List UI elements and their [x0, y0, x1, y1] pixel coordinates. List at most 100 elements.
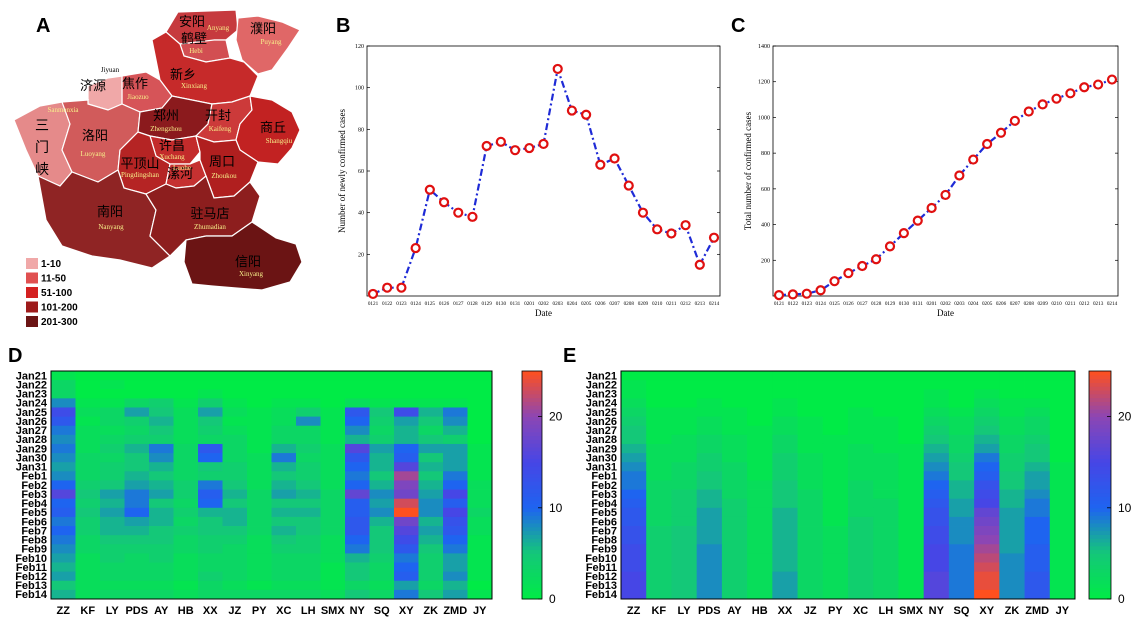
heat-cell: [772, 571, 798, 582]
heat-cell: [149, 571, 174, 582]
colorbar-segment: [522, 595, 542, 600]
heat-cell: [75, 471, 101, 481]
heat-cell: [345, 571, 370, 582]
colorbar-segment: [1089, 504, 1111, 509]
data-point: [898, 228, 909, 239]
heat-cell: [797, 516, 824, 527]
heat-cell: [443, 562, 468, 573]
data-point: [666, 228, 677, 239]
legend-label: 201-300: [41, 317, 78, 328]
heat-cell: [271, 553, 297, 563]
colorbar-segment: [1089, 424, 1111, 429]
colorbar-segment: [1089, 386, 1111, 391]
heat-cell: [51, 516, 76, 527]
colorbar-segment: [522, 431, 542, 437]
heat-cell: [75, 380, 101, 390]
heat-cell: [848, 453, 874, 463]
heat-cell: [247, 453, 272, 463]
colorbar-segment: [1089, 454, 1111, 459]
heat-cell: [124, 498, 150, 509]
heat-cell: [467, 507, 493, 518]
heat-cell: [999, 462, 1025, 472]
column-label: PY: [828, 605, 843, 617]
row-label: Jan31: [16, 462, 47, 474]
heat-cell: [149, 480, 174, 490]
heat-cell: [1024, 398, 1051, 408]
colorbar-tick-label: 10: [549, 501, 563, 515]
heat-cell: [898, 471, 925, 481]
heat-cell: [247, 425, 272, 436]
heat-cell: [797, 489, 824, 500]
heat-cell: [822, 462, 849, 472]
heat-cell: [369, 389, 395, 399]
heat-cell: [923, 480, 950, 490]
heat-cell: [797, 571, 824, 582]
heat-cell: [198, 407, 223, 417]
column-label: SQ: [374, 605, 390, 617]
heat-cell: [621, 507, 647, 518]
heat-cell: [873, 443, 899, 454]
x-tick-label: 0205: [982, 301, 993, 307]
heat-cell: [923, 516, 950, 527]
heat-cell: [747, 443, 773, 454]
plot-frame: [366, 45, 721, 297]
heat-cell: [671, 580, 698, 591]
heat-cell: [198, 398, 223, 408]
heat-cell: [621, 489, 647, 500]
heat-cell: [974, 553, 1000, 563]
heat-cell: [898, 571, 925, 582]
data-point: [829, 276, 840, 287]
heat-cell: [247, 489, 272, 500]
heat-cell: [873, 471, 899, 481]
heat-cell: [51, 580, 76, 591]
column-label: SMX: [321, 605, 346, 617]
heat-cell: [467, 489, 493, 500]
heat-cell: [696, 580, 723, 591]
colorbar-segment: [522, 530, 542, 535]
heat-cell: [974, 589, 1000, 600]
colorbar-segment: [1089, 393, 1111, 399]
heat-cell: [320, 434, 346, 445]
heat-cell: [124, 416, 150, 427]
heat-cell: [100, 589, 125, 600]
colorbar-segment: [522, 511, 542, 516]
heat-cell: [418, 507, 444, 518]
heat-cell: [124, 471, 150, 481]
data-point: [652, 224, 663, 235]
heat-cell: [923, 407, 950, 417]
heat-cell: [124, 544, 150, 554]
heat-cell: [173, 562, 199, 573]
colorbar-tick-label: 10: [1118, 501, 1132, 515]
heat-cell: [271, 480, 297, 490]
heat-cell: [369, 453, 395, 463]
colorbar-segment: [522, 587, 542, 592]
colorbar-segment: [522, 393, 542, 399]
heat-cell: [948, 580, 975, 591]
heat-cell: [1024, 471, 1051, 481]
heat-cell: [345, 535, 370, 545]
x-tick-label: 0210: [652, 301, 663, 307]
heat-cell: [898, 480, 925, 490]
heat-cell: [124, 425, 150, 436]
column-label: LY: [106, 605, 120, 617]
data-point: [524, 142, 535, 154]
heatmap-e: Jan21Jan22Jan23Jan24Jan25Jan26Jan27Jan28…: [585, 370, 1131, 617]
row-label: Feb8: [591, 535, 617, 547]
heat-cell: [974, 571, 1000, 582]
heat-cell: [149, 389, 174, 399]
heat-cell: [51, 471, 76, 481]
heat-cell: [198, 544, 223, 554]
heat-cell: [75, 407, 101, 417]
x-tick-label: 0124: [815, 301, 826, 307]
heat-cell: [797, 544, 824, 554]
heat-cell: [369, 416, 395, 427]
heat-cell: [247, 535, 272, 545]
data-point: [453, 207, 464, 218]
heat-cell: [418, 526, 444, 536]
heat-cell: [394, 380, 419, 390]
heat-cell: [173, 489, 199, 500]
heat-cell: [247, 507, 272, 518]
heat-cell: [271, 544, 297, 554]
heat-cell: [948, 380, 975, 390]
heat-cell: [621, 407, 647, 417]
